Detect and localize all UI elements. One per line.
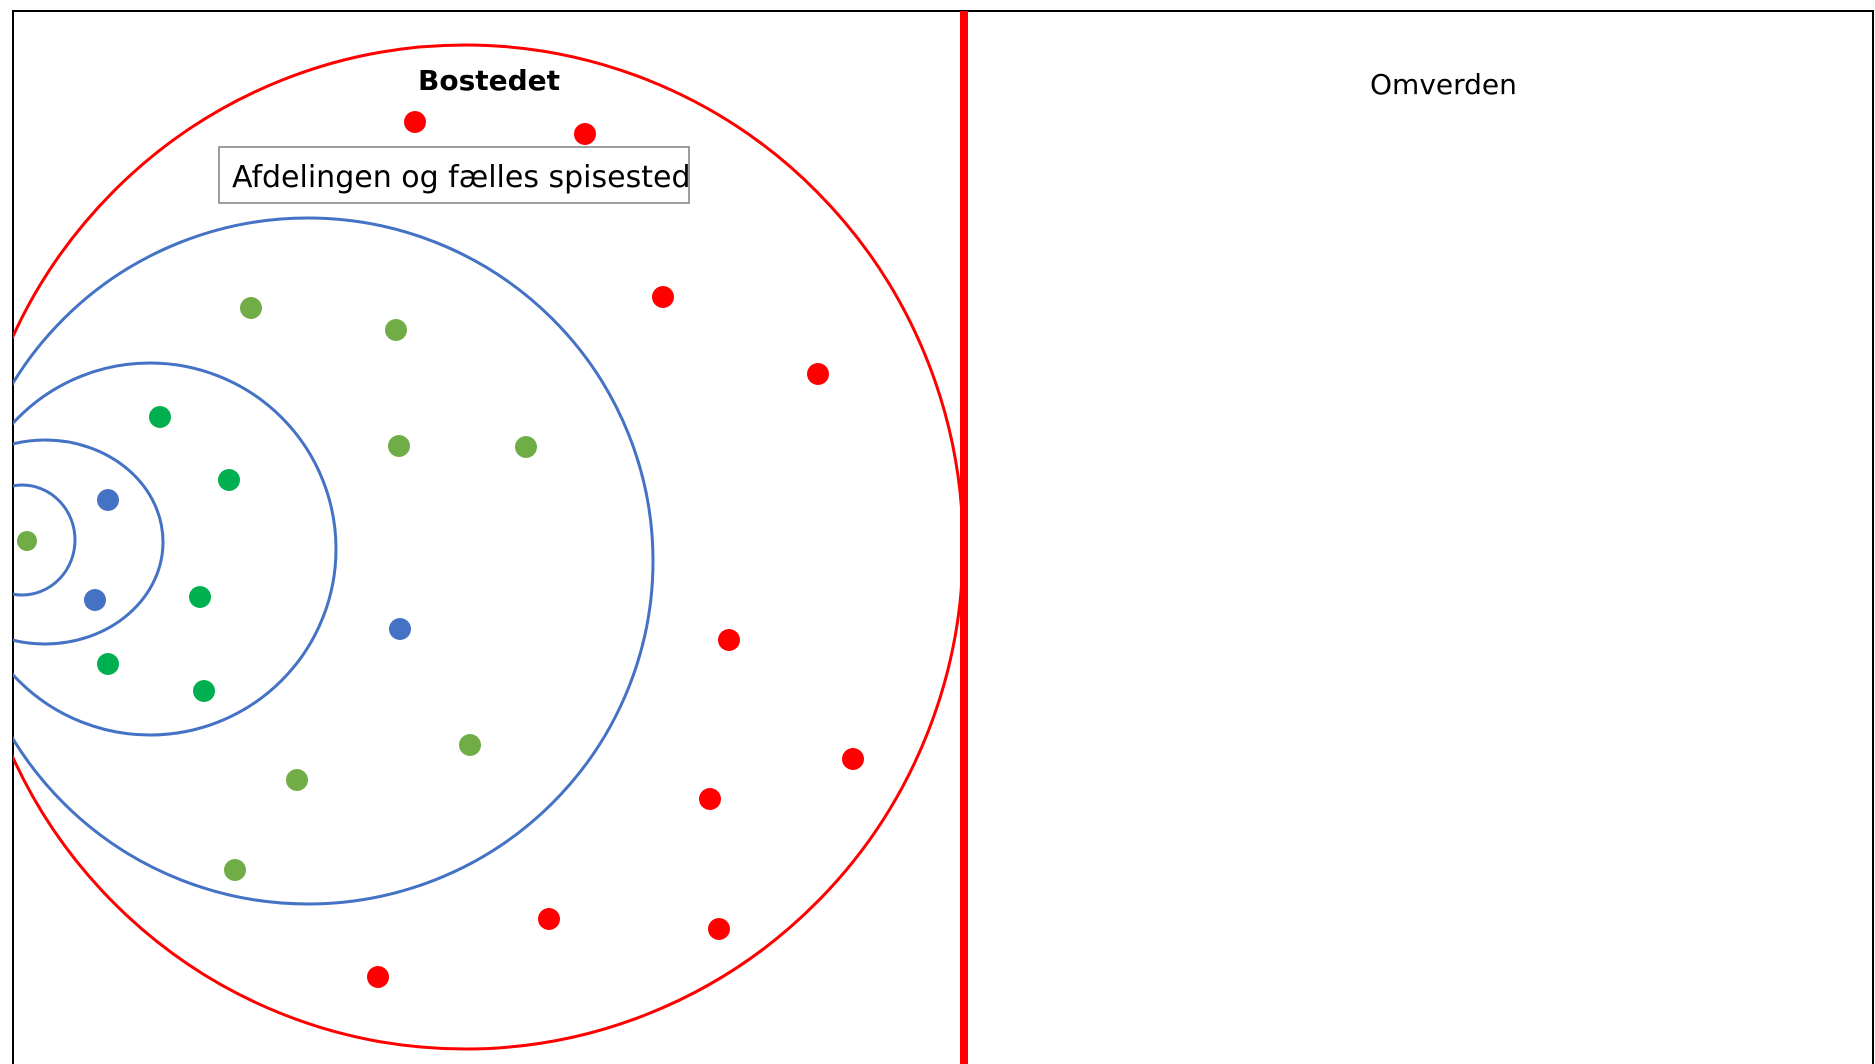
dot-red [574, 123, 596, 145]
dot-light-green [224, 859, 246, 881]
dot-red [367, 966, 389, 988]
dot-red [652, 286, 674, 308]
dot-red [699, 788, 721, 810]
dot-green [189, 586, 211, 608]
dot-green [97, 653, 119, 675]
inner-title: Bostedet [418, 64, 560, 97]
frame-border [12, 10, 1874, 1064]
dot-green [218, 469, 240, 491]
dot-red [718, 629, 740, 651]
dot-light-green [385, 319, 407, 341]
dot-red [807, 363, 829, 385]
ring-core [13, 483, 77, 597]
outer-title: Omverden [1370, 68, 1517, 101]
dot-light-green [240, 297, 262, 319]
dot-red [538, 908, 560, 930]
dot-light-green [286, 769, 308, 791]
dot-light-green [17, 531, 37, 551]
blue-dots [84, 489, 411, 640]
dot-red [708, 918, 730, 940]
bostedet-circle [13, 43, 963, 1051]
red-dots [367, 111, 864, 988]
ring-outer [13, 216, 655, 906]
dot-red [404, 111, 426, 133]
dot-blue [84, 589, 106, 611]
light-green-dots [17, 297, 537, 881]
dot-red [842, 748, 864, 770]
dot-blue [389, 618, 411, 640]
box-label: Afdelingen og fælles spisested [232, 160, 690, 195]
dot-light-green [459, 734, 481, 756]
ring-inner [13, 438, 165, 646]
dot-light-green [515, 436, 537, 458]
dot-light-green [388, 435, 410, 457]
green-dots [97, 406, 240, 702]
label-box [218, 146, 690, 204]
ring-middle [13, 361, 338, 737]
dot-green [149, 406, 171, 428]
dot-blue [97, 489, 119, 511]
dot-green [193, 680, 215, 702]
